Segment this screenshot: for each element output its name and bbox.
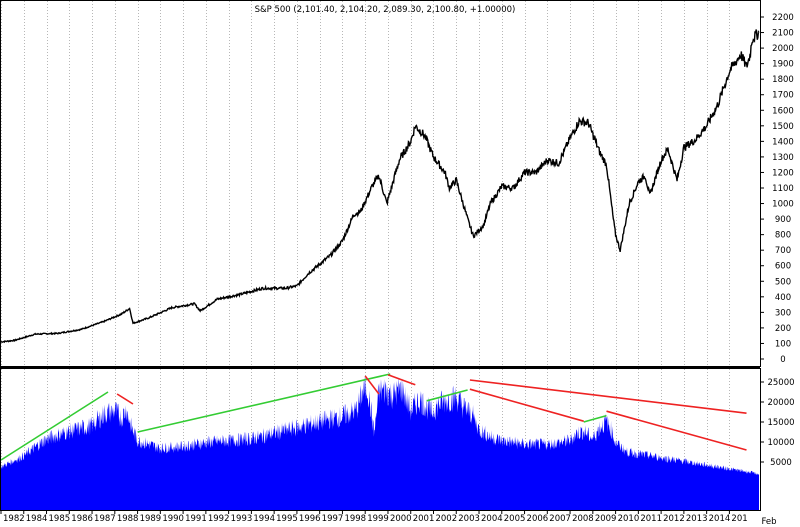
x-tick-label: 1997 — [322, 514, 344, 524]
price-tick-label: 100 — [775, 339, 791, 349]
price-y-axis: 0 100 200 300 400 500 600 700 800 900 1000 1100 1200… — [760, 13, 794, 365]
volume-tick-label: 25000 — [767, 378, 794, 388]
x-axis: 1982 1984 1985 1986 1987 1988 1989 1990 1991 1992… — [0, 510, 748, 524]
trendline — [426, 389, 468, 402]
chart-frame — [0, 0, 761, 511]
x-tick-label: 1982 — [3, 514, 25, 524]
price-tick-label: 300 — [775, 308, 791, 318]
x-tick-label: 1995 — [276, 514, 298, 524]
x-tick-label: 2004 — [481, 514, 503, 524]
x-tick-label: 2005 — [504, 514, 526, 524]
price-tick-label: 0 — [780, 355, 785, 365]
x-tick-label: 1986 — [71, 514, 93, 524]
chart-title: S&P 500 (2,101.40, 2,104.20, 2,089.30, 2… — [255, 5, 516, 15]
x-tick-label: 2009 — [595, 514, 617, 524]
price-tick-label: 1600 — [772, 106, 794, 116]
price-series-line — [0, 29, 760, 344]
price-tick-label: 1900 — [772, 60, 794, 70]
price-tick-label: 1000 — [772, 200, 794, 210]
x-tick-label: 2007 — [549, 514, 571, 524]
corner-period-label: Feb — [761, 517, 776, 527]
volume-panel — [1, 375, 759, 510]
trendline — [606, 410, 747, 451]
price-tick-label: 2100 — [772, 29, 794, 39]
trendline — [469, 388, 584, 422]
volume-tick-label: 20000 — [767, 398, 794, 408]
x-tick-label: 1994 — [253, 514, 275, 524]
x-tick-label: 1984 — [26, 514, 48, 524]
x-tick-label: 1999 — [367, 514, 389, 524]
x-tick-label: 1991 — [185, 514, 207, 524]
price-tick-label: 2000 — [772, 44, 794, 54]
price-tick-label: 1400 — [772, 137, 794, 147]
trendline — [387, 374, 416, 386]
x-tick-label: 2010 — [618, 514, 640, 524]
price-tick-label: 1300 — [772, 153, 794, 163]
x-tick-label: 1992 — [208, 514, 230, 524]
x-tick-label: 1996 — [299, 514, 321, 524]
x-tick-label: 2013 — [686, 514, 708, 524]
volume-tick-label: 15000 — [767, 418, 794, 428]
price-tick-label: 1800 — [772, 75, 794, 85]
volume-tick-label: 10000 — [767, 438, 794, 448]
x-tick-label: 1989 — [140, 514, 162, 524]
x-tick-label: 1985 — [49, 514, 71, 524]
price-tick-label: 900 — [775, 215, 791, 225]
x-tick-label: 1993 — [231, 514, 253, 524]
price-tick-label: 1500 — [772, 122, 794, 132]
trendline — [364, 375, 380, 395]
trendlines — [0, 373, 747, 461]
price-panel — [0, 29, 760, 344]
x-tick-label: 2014 — [709, 514, 731, 524]
x-tick-label: 1990 — [162, 514, 184, 524]
price-tick-label: 2200 — [772, 13, 794, 23]
trendline — [137, 373, 391, 433]
volume-y-axis: 5000 10000 15000 20000 25000 — [760, 378, 795, 468]
trendline — [116, 393, 134, 405]
x-tick-label: 201 — [731, 514, 747, 524]
price-tick-label: 1200 — [772, 168, 794, 178]
price-tick-label: 1100 — [772, 184, 794, 194]
price-tick-label: 1700 — [772, 91, 794, 101]
price-tick-label: 400 — [775, 293, 791, 303]
x-tick-label: 2001 — [413, 514, 435, 524]
x-tick-label: 2003 — [458, 514, 480, 524]
trendline — [469, 379, 747, 414]
x-tick-label: 2000 — [390, 514, 412, 524]
volume-tick-label: 5000 — [770, 458, 792, 468]
price-tick-label: 200 — [775, 324, 791, 334]
price-tick-label: 800 — [775, 231, 791, 241]
x-tick-label: 1987 — [94, 514, 116, 524]
x-tick-label: 2006 — [527, 514, 549, 524]
x-tick-label: 1998 — [344, 514, 366, 524]
x-tick-label: 2012 — [663, 514, 685, 524]
trendline — [0, 391, 109, 461]
x-tick-label: 2011 — [640, 514, 662, 524]
x-tick-label: 2008 — [572, 514, 594, 524]
price-tick-label: 500 — [775, 277, 791, 287]
price-tick-label: 700 — [775, 246, 791, 256]
trendline — [583, 414, 607, 423]
volume-series-area — [1, 375, 759, 510]
price-tick-label: 600 — [775, 262, 791, 272]
x-tick-label: 2002 — [435, 514, 457, 524]
x-tick-label: 1988 — [117, 514, 139, 524]
